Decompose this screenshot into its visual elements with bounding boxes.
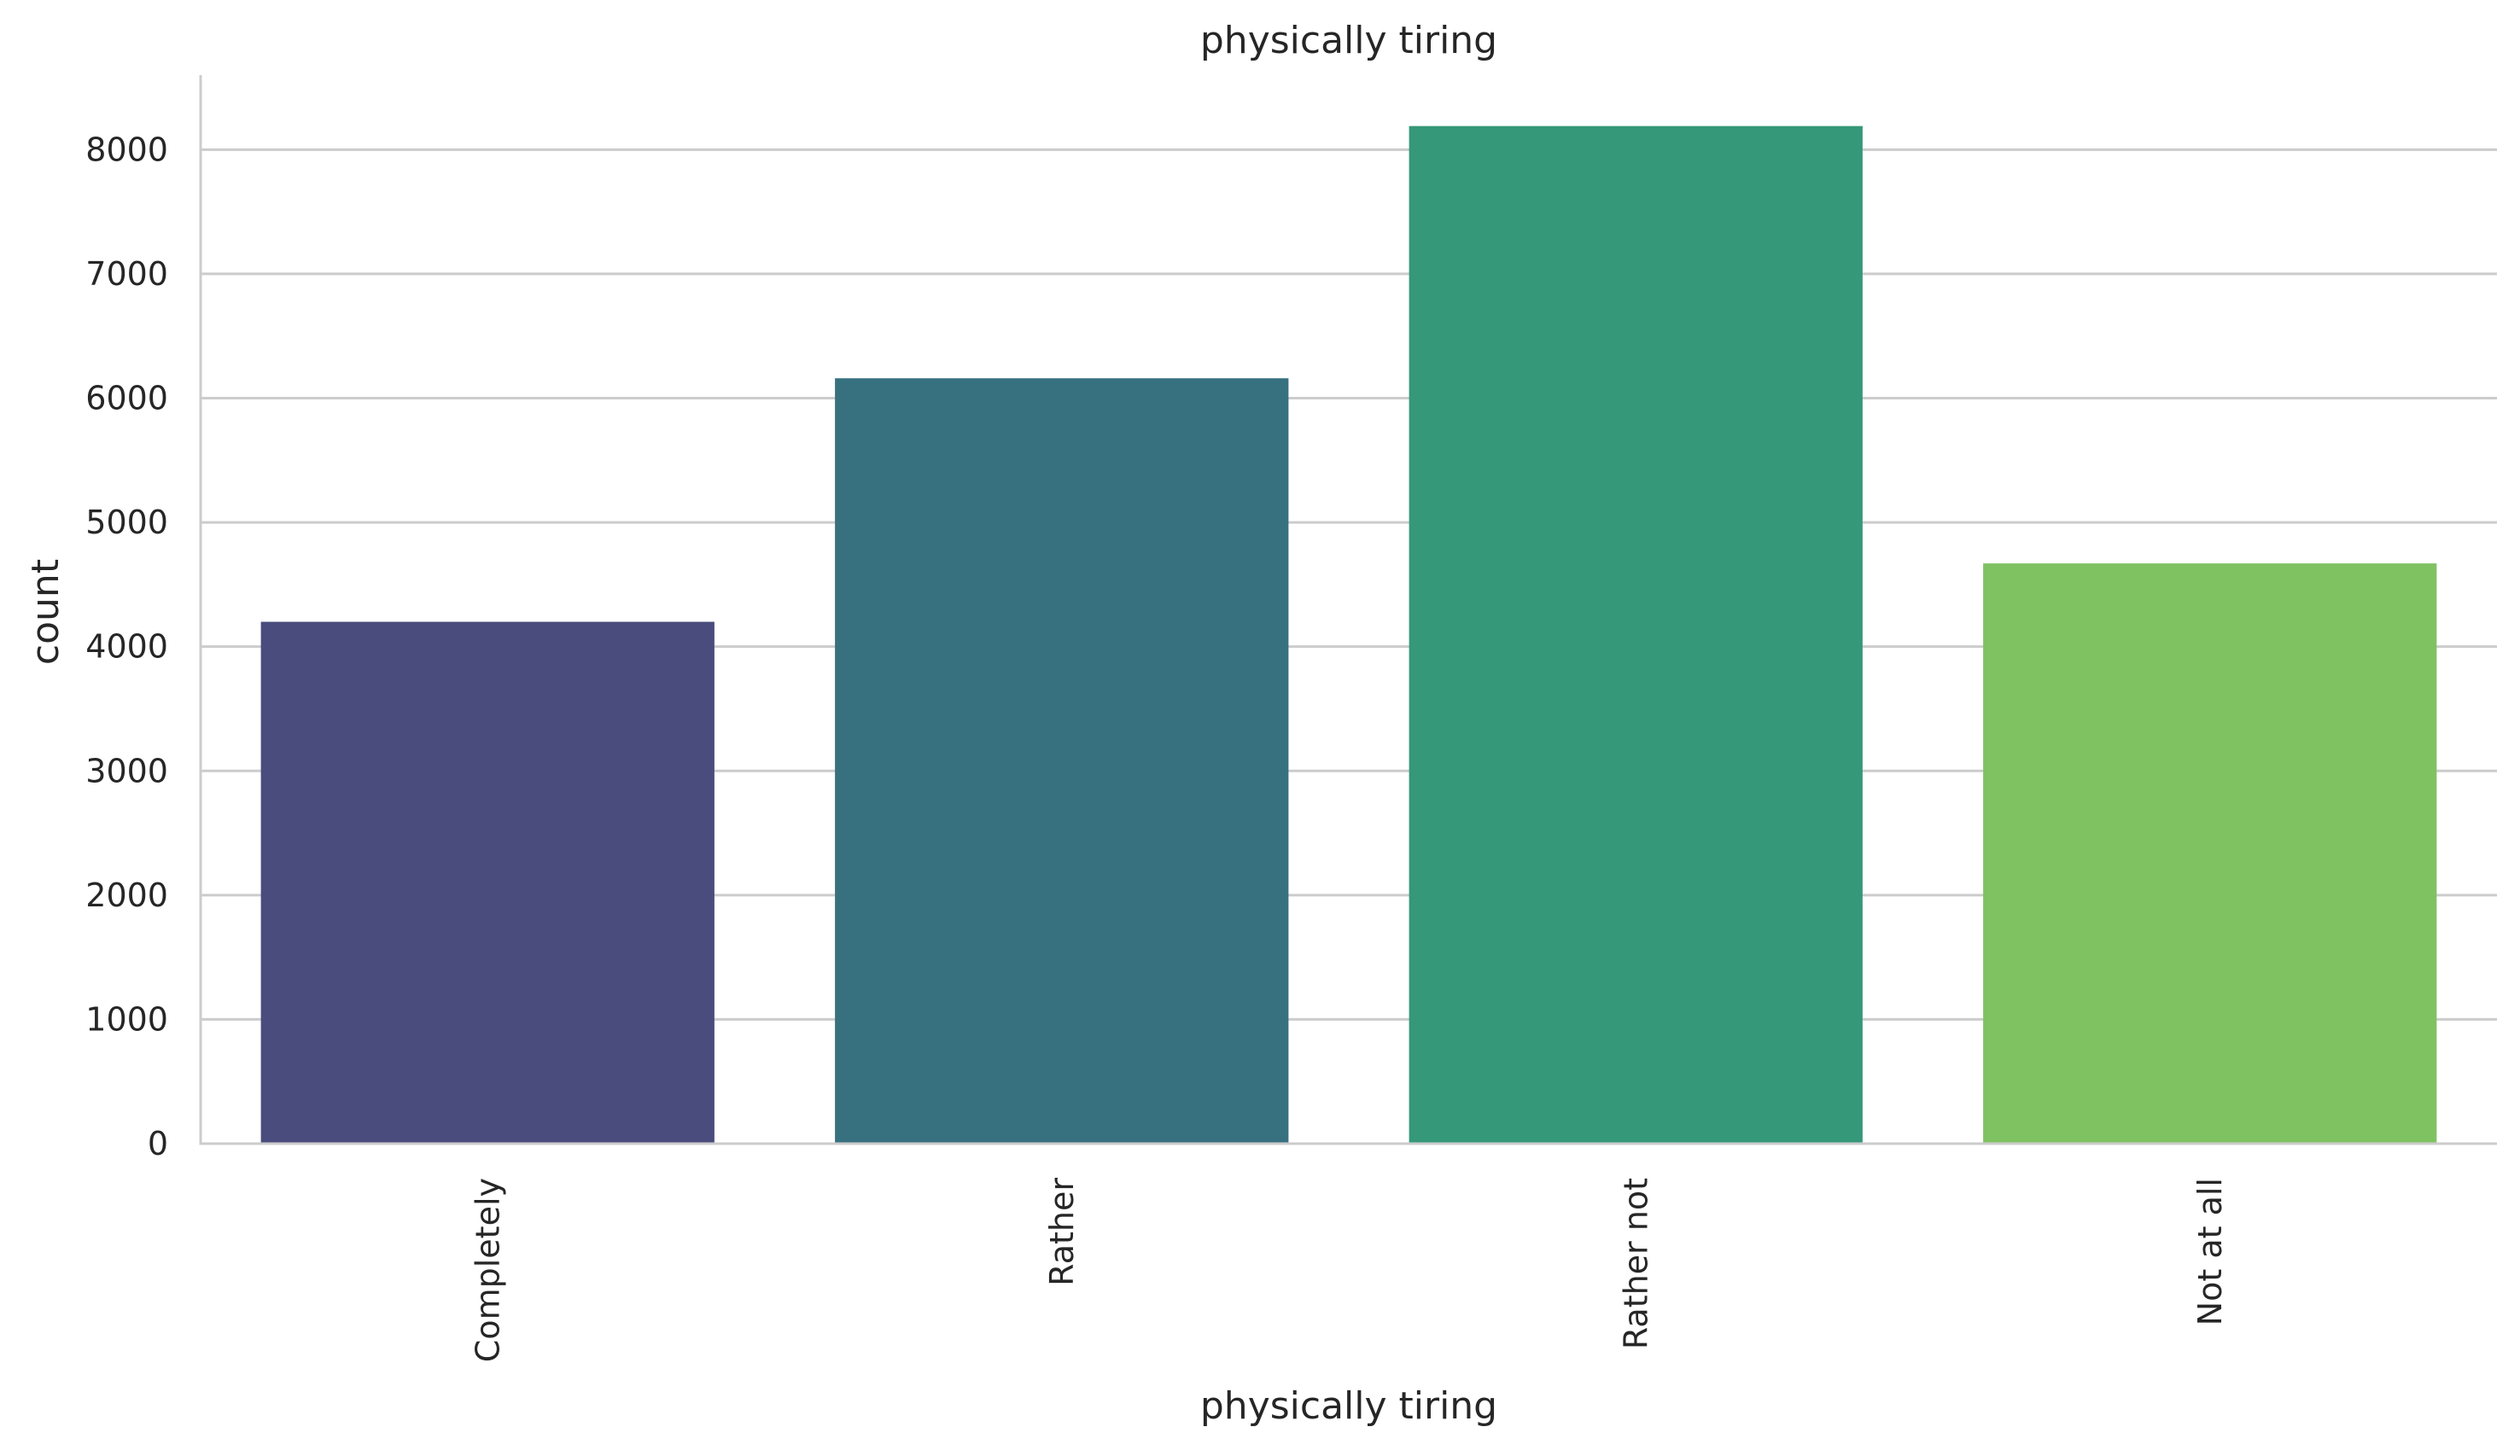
- chart-title: physically tiring: [1200, 19, 1497, 62]
- x-tick-label: Rather not: [1617, 1178, 1654, 1349]
- y-tick-label: 2000: [85, 877, 168, 914]
- y-tick-label: 7000: [85, 255, 168, 293]
- y-tick-label: 0: [148, 1125, 168, 1162]
- bar: [1983, 563, 2437, 1144]
- bar: [260, 621, 715, 1144]
- axes: 0 1000 2000 3000 4000 5000 6000 7000 8000 Complet…: [85, 75, 2497, 1362]
- x-tick-label: Rather: [1043, 1178, 1081, 1286]
- y-tick-label: 4000: [85, 628, 168, 666]
- y-tick-label: 3000: [85, 752, 168, 789]
- bars: [260, 125, 2437, 1144]
- bar: [1409, 125, 1863, 1144]
- x-tick-label: Completely: [469, 1178, 506, 1362]
- y-tick-label: 5000: [85, 504, 168, 541]
- y-tick-label: 1000: [85, 1000, 168, 1038]
- y-tick-label: 6000: [85, 380, 168, 417]
- y-tick-label: 8000: [85, 131, 168, 168]
- labels: physically tiring physically tiring coun…: [24, 19, 1497, 1428]
- x-axis-title: physically tiring: [1200, 1384, 1497, 1428]
- bar: [835, 378, 1289, 1144]
- y-axis-title: count: [24, 559, 67, 665]
- x-tick-label: Not at all: [2191, 1178, 2229, 1325]
